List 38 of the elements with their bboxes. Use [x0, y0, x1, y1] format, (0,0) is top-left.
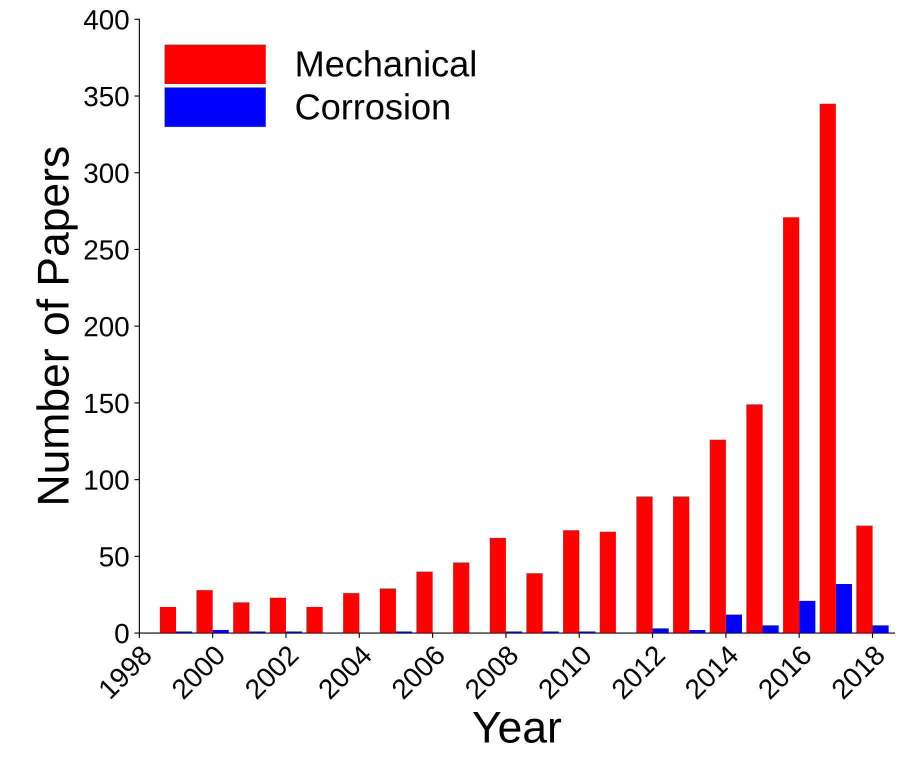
y-tick-label: 200: [84, 316, 129, 337]
y-tick-label: 50: [100, 546, 129, 567]
bar: [453, 562, 470, 634]
legend-label: Corrosion: [296, 93, 449, 120]
y-tick-label: 250: [84, 240, 129, 260]
y-tick-label: 100: [85, 470, 129, 490]
bar: [783, 217, 800, 634]
bar: [856, 526, 873, 634]
bar: [746, 404, 763, 634]
y-tick-label: 400: [84, 10, 129, 30]
y-tick-label: 350: [84, 86, 129, 106]
bar: [872, 625, 889, 634]
bar: [710, 440, 726, 634]
bar: [270, 598, 286, 634]
bar: [673, 496, 690, 634]
bar: [762, 625, 779, 634]
bar: [343, 593, 360, 634]
bar: [600, 532, 616, 634]
bar: [196, 590, 213, 634]
bar: [490, 538, 506, 634]
y-tick-label: 300: [84, 163, 129, 184]
bar: [799, 600, 816, 634]
bar: [726, 614, 742, 634]
bar: [416, 572, 433, 634]
bar: [563, 530, 580, 634]
bar: [836, 584, 852, 634]
y-tick-label: 150: [85, 394, 129, 414]
bar: [306, 606, 323, 634]
bar: [233, 602, 250, 634]
bar: [820, 104, 836, 634]
bar: [526, 573, 543, 634]
legend-label: Mechanical: [298, 50, 475, 77]
bar: [160, 606, 176, 634]
y-axis-title: Number of Papers: [36, 147, 78, 503]
y-tick-label: 0: [115, 624, 129, 644]
bar: [380, 588, 396, 634]
bar: [636, 496, 653, 634]
x-axis-title: Year: [472, 712, 562, 743]
